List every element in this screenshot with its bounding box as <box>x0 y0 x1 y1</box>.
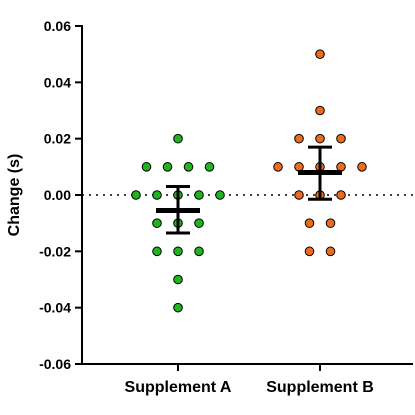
data-point <box>336 162 346 172</box>
data-point <box>173 246 183 257</box>
data-point <box>141 162 152 172</box>
x-axis-ticks: Supplement A Supplement B <box>125 364 374 396</box>
data-point <box>152 190 162 200</box>
data-point <box>315 133 325 144</box>
data-point <box>325 246 336 257</box>
data-point <box>294 133 304 144</box>
data-point <box>304 218 315 228</box>
y-axis-title: Change (s) <box>6 154 23 237</box>
data-point <box>336 133 346 144</box>
data-point <box>215 190 225 200</box>
y-tick-label: 0.04 <box>44 74 71 90</box>
y-tick-label: 0.00 <box>44 187 71 203</box>
error-bars <box>156 145 342 235</box>
data-point <box>152 218 162 228</box>
data-point <box>315 105 325 116</box>
data-point <box>336 190 346 200</box>
data-point <box>294 190 304 200</box>
y-tick-label: 0.02 <box>44 131 71 147</box>
data-point <box>152 246 162 257</box>
data-point <box>315 49 325 59</box>
data-point <box>204 162 215 172</box>
data-point <box>194 218 204 228</box>
y-tick-label: -0.02 <box>39 243 71 259</box>
data-point <box>325 218 336 228</box>
y-tick-label: -0.04 <box>39 300 71 316</box>
y-tick-label: -0.06 <box>39 356 71 372</box>
data-point <box>194 190 204 200</box>
data-point <box>304 246 315 257</box>
data-point <box>173 274 183 285</box>
y-axis-ticks: 0.06 0.04 0.02 0.00 -0.02 -0.04 -0.06 <box>39 18 82 372</box>
data-point <box>294 162 304 172</box>
data-point <box>273 162 283 172</box>
y-tick-label: 0.06 <box>44 18 71 34</box>
x-tick-label: Supplement B <box>266 379 374 396</box>
data-point <box>194 246 204 257</box>
data-point <box>357 162 367 172</box>
x-tick-label: Supplement A <box>125 379 232 396</box>
data-point <box>131 190 141 200</box>
data-point <box>183 162 194 172</box>
data-point <box>173 302 183 313</box>
data-point <box>173 133 183 144</box>
data-points <box>131 49 367 313</box>
data-point <box>162 162 173 172</box>
